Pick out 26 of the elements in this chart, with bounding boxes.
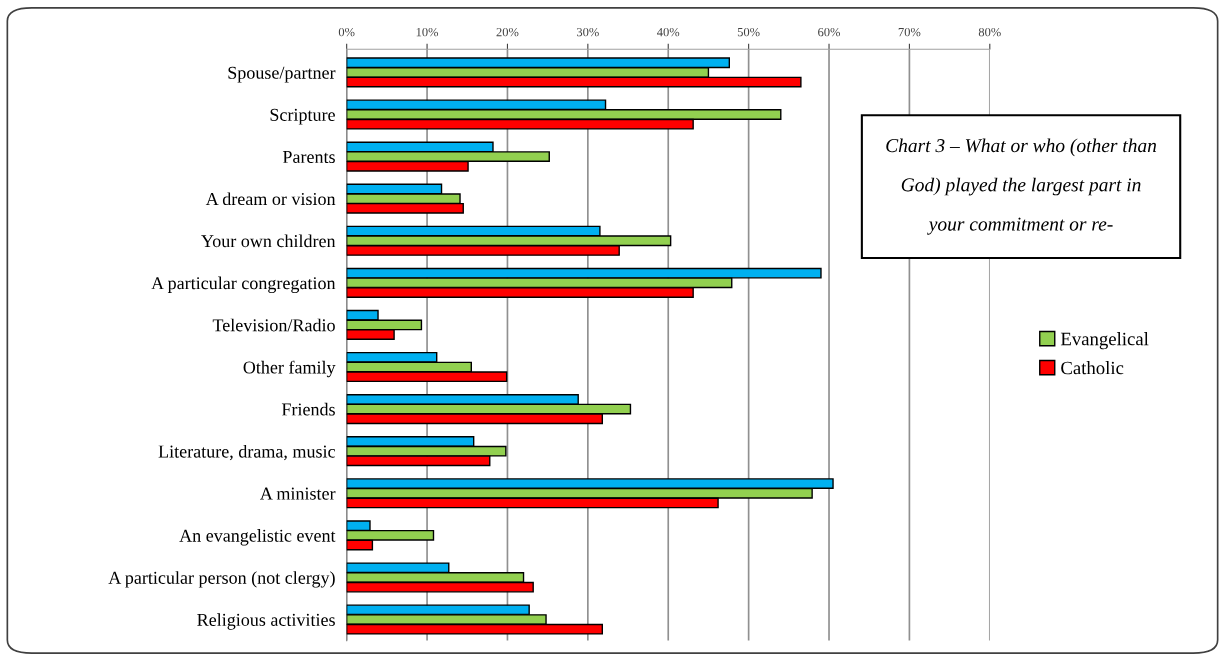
x-tick-label: 10% xyxy=(416,27,439,37)
y-tick-label: A minister xyxy=(260,487,336,500)
x-tick-label: 20% xyxy=(496,27,519,37)
x-tick-label: 80% xyxy=(978,27,1001,37)
y-tick-label: A particular congregation xyxy=(151,276,336,294)
legend-label: Catholic xyxy=(1061,361,1124,375)
y-tick-label: Scripture xyxy=(270,108,335,125)
x-tick-label: 50% xyxy=(737,27,760,37)
y-tick-label: Parents xyxy=(282,151,335,164)
x-tick-label: 30% xyxy=(576,27,599,37)
y-tick-label: Other family xyxy=(243,360,336,378)
y-tick-label: An evangelistic event xyxy=(179,529,336,546)
y-tick-label: Television/Radio xyxy=(212,318,335,332)
legend-label: Evangelical xyxy=(1060,332,1149,350)
y-tick-label: Spouse/partner xyxy=(228,66,336,83)
y-tick-label: Religious activities xyxy=(197,613,335,630)
x-tick-label: 70% xyxy=(898,27,921,37)
text: Chart 3 – What or who (other than God) played the largest part in your commitment or re- xyxy=(886,138,1157,235)
y-tick-label: A dream or vision xyxy=(205,192,336,206)
y-tick-label: Literature, drama, music xyxy=(158,444,336,461)
y-tick-label: Friends xyxy=(281,402,335,416)
y-tick-label: Your own children xyxy=(201,234,336,248)
x-tick-label: 0% xyxy=(338,27,355,37)
x-tick-label: 60% xyxy=(818,27,841,37)
x-tick-label: 40% xyxy=(657,27,680,37)
y-tick-label: A particular person (not clergy) xyxy=(108,571,335,588)
